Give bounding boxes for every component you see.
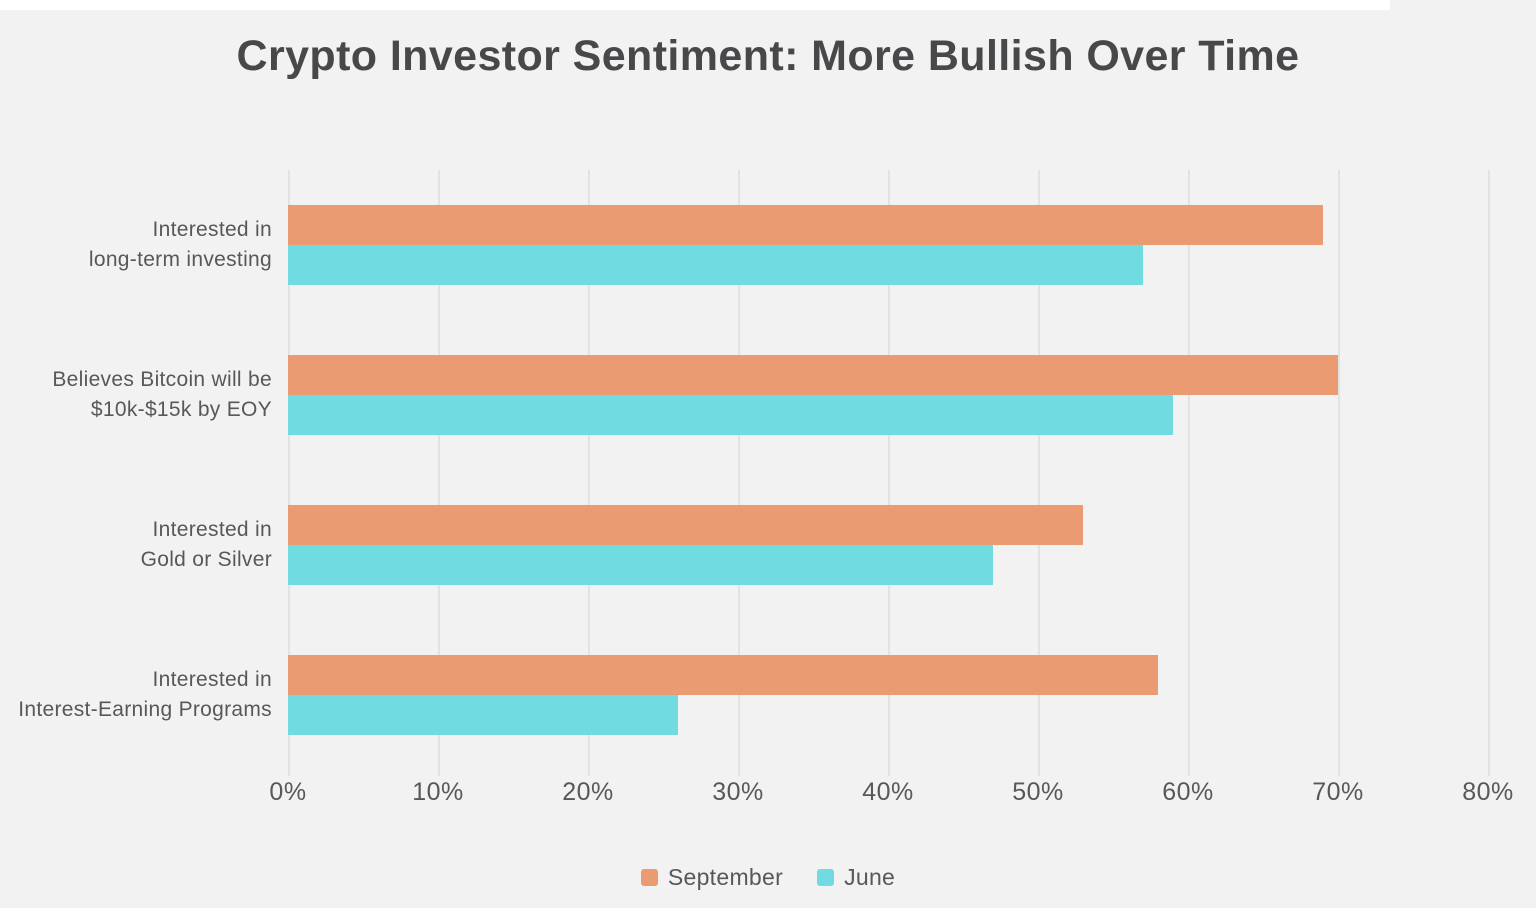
x-tick-label-0pct: 0% bbox=[269, 778, 307, 806]
chart-title: Crypto Investor Sentiment: More Bullish … bbox=[236, 32, 1300, 80]
gridline-80pct bbox=[1488, 170, 1490, 776]
legend-item-september: September bbox=[640, 864, 784, 891]
x-tick-label-60pct: 60% bbox=[1162, 778, 1214, 806]
plot-area bbox=[288, 170, 1536, 776]
category-label-line: Interested in bbox=[152, 217, 272, 241]
bar-june-0 bbox=[288, 245, 1143, 285]
legend: September June bbox=[0, 864, 1536, 891]
gridline-20pct bbox=[588, 170, 590, 776]
gridline-0pct bbox=[288, 170, 290, 776]
bar-group-2 bbox=[288, 470, 1536, 620]
x-tick-label-80pct: 80% bbox=[1462, 778, 1514, 806]
category-label-line: Interest-Earning Programs bbox=[18, 698, 272, 721]
category-label-line: Interested in bbox=[152, 667, 272, 691]
category-label-line: Believes Bitcoin will be bbox=[52, 367, 272, 391]
bar-september-0 bbox=[288, 205, 1323, 245]
gridline-50pct bbox=[1038, 170, 1040, 776]
gridline-70pct bbox=[1338, 170, 1340, 776]
category-label-3: Interested in Interest-Earning Programs bbox=[0, 620, 272, 770]
legend-item-june: June bbox=[817, 864, 895, 891]
x-tick-label-50pct: 50% bbox=[1012, 778, 1064, 806]
bar-group-3 bbox=[288, 620, 1536, 770]
x-axis: 0% 10% 20% 30% 40% 50% 60% 70% 80% bbox=[0, 778, 1536, 812]
category-label-2: Interested in Gold or Silver bbox=[0, 470, 272, 620]
gridline-10pct bbox=[438, 170, 440, 776]
x-tick-label-20pct: 20% bbox=[562, 778, 614, 806]
category-label-0: Interested in long-term investing bbox=[0, 170, 272, 320]
bar-june-2 bbox=[288, 545, 993, 585]
gridline-60pct bbox=[1188, 170, 1190, 776]
x-tick-label-10pct: 10% bbox=[412, 778, 464, 806]
bar-september-3 bbox=[288, 655, 1158, 695]
x-tick-label-70pct: 70% bbox=[1312, 778, 1364, 806]
category-label-line: Interested in bbox=[152, 517, 272, 541]
x-tick-label-40pct: 40% bbox=[862, 778, 914, 806]
legend-label-june: June bbox=[844, 864, 896, 890]
gridline-30pct bbox=[738, 170, 740, 776]
legend-label-september: September bbox=[667, 864, 784, 890]
bar-september-1 bbox=[288, 355, 1338, 395]
category-label-1: Believes Bitcoin will be $10k-$15k by EOY bbox=[0, 320, 272, 470]
legend-swatch-june bbox=[817, 869, 835, 886]
bar-group-1 bbox=[288, 320, 1536, 470]
category-label-line: long-term investing bbox=[88, 248, 272, 271]
category-label-line: Gold or Silver bbox=[140, 548, 272, 571]
category-label-line: $10k-$15k by EOY bbox=[90, 398, 272, 421]
gridline-40pct bbox=[888, 170, 890, 776]
legend-swatch-september bbox=[640, 869, 658, 886]
bar-june-3 bbox=[288, 695, 678, 735]
bar-june-1 bbox=[288, 395, 1173, 435]
x-tick-label-30pct: 30% bbox=[712, 778, 764, 806]
bar-september-2 bbox=[288, 505, 1083, 545]
bar-group-0 bbox=[288, 170, 1536, 320]
top-white-strip bbox=[0, 0, 1390, 10]
